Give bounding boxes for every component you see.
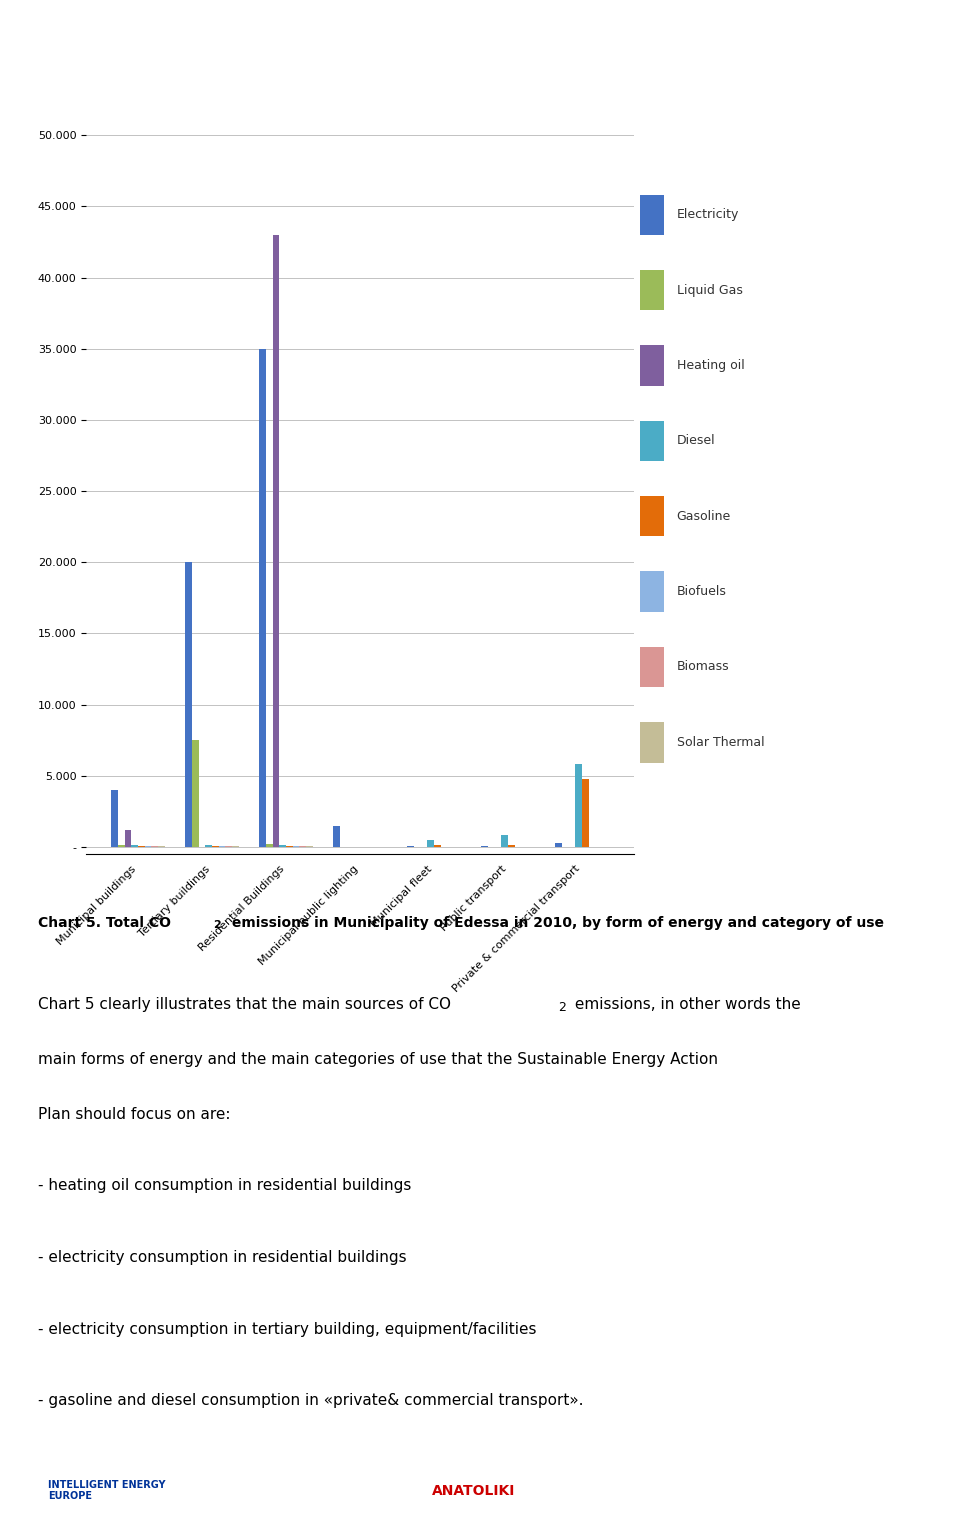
FancyBboxPatch shape: [639, 421, 664, 461]
Bar: [192, 740, 199, 846]
Text: INTELLIGENT ENERGY
EUROPE: INTELLIGENT ENERGY EUROPE: [48, 1479, 165, 1502]
Text: emissions, in other words the: emissions, in other words the: [570, 997, 801, 1011]
Bar: [273, 235, 279, 846]
Text: Plan should focus on are:: Plan should focus on are:: [38, 1107, 231, 1122]
Bar: [266, 843, 273, 846]
Bar: [125, 830, 132, 846]
Text: Diesel: Diesel: [677, 435, 715, 447]
Text: - electricity consumption in tertiary building, equipment/facilities: - electricity consumption in tertiary bu…: [38, 1322, 537, 1336]
FancyBboxPatch shape: [639, 496, 664, 537]
FancyBboxPatch shape: [639, 345, 664, 386]
Text: - electricity consumption in residential buildings: - electricity consumption in residential…: [38, 1250, 407, 1264]
Text: - gasoline and diesel consumption in «private& commercial transport».: - gasoline and diesel consumption in «pr…: [38, 1394, 584, 1408]
Text: Chart 5. Total CO: Chart 5. Total CO: [38, 915, 172, 930]
Bar: [556, 843, 563, 846]
FancyBboxPatch shape: [639, 647, 664, 688]
Text: Biomass: Biomass: [677, 660, 730, 674]
Bar: [259, 349, 266, 846]
Text: Electricity: Electricity: [677, 209, 739, 221]
Text: Heating oil: Heating oil: [677, 358, 744, 372]
Text: main forms of energy and the main categories of use that the Sustainable Energy : main forms of energy and the main catego…: [38, 1052, 718, 1068]
FancyBboxPatch shape: [639, 270, 664, 311]
Text: emissions in Municipality of Edessa in 2010, by form of energy and category of u: emissions in Municipality of Edessa in 2…: [227, 915, 883, 930]
Bar: [582, 779, 588, 846]
Text: 2: 2: [213, 920, 221, 930]
Text: Chart 5 clearly illustrates that the main sources of CO: Chart 5 clearly illustrates that the mai…: [38, 997, 451, 1011]
Text: Biofuels: Biofuels: [677, 586, 727, 598]
Bar: [427, 840, 434, 846]
Text: ANATOLIKI: ANATOLIKI: [432, 1484, 516, 1498]
FancyBboxPatch shape: [639, 721, 664, 762]
Text: Gasoline: Gasoline: [677, 509, 731, 523]
Text: Liquid Gas: Liquid Gas: [677, 284, 742, 297]
Text: 2: 2: [558, 1002, 565, 1014]
Bar: [111, 790, 118, 846]
FancyBboxPatch shape: [639, 195, 664, 235]
Bar: [185, 563, 192, 846]
Text: - heating oil consumption in residential buildings: - heating oil consumption in residential…: [38, 1179, 412, 1194]
Bar: [575, 764, 582, 846]
Text: Solar Thermal: Solar Thermal: [677, 735, 764, 749]
Bar: [501, 836, 508, 846]
Bar: [333, 825, 340, 846]
FancyBboxPatch shape: [639, 572, 664, 612]
Text: Σχέδιο Δράσης Αειφόρου Ενέργειας Δήμου Έδεσσας: Σχέδιο Δράσης Αειφόρου Ενέργειας Δήμου Έ…: [14, 21, 659, 43]
